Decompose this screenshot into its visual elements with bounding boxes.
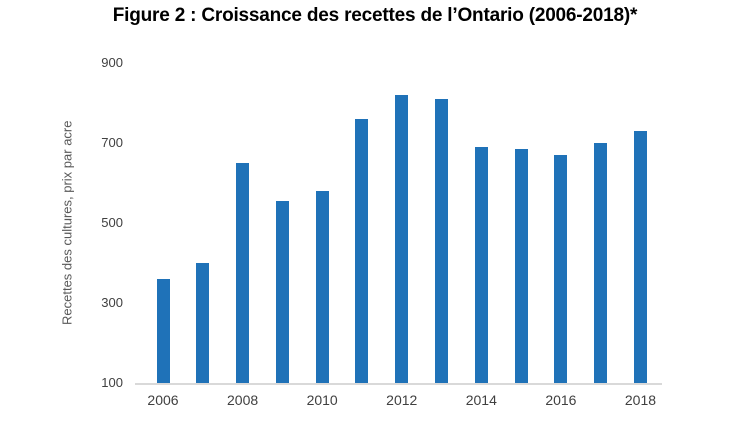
plot-area: 2006 2008 2010 2012 2014 2016 2018: [135, 63, 662, 408]
bar-2012: [395, 95, 409, 383]
y-tick-label-100: 100: [101, 375, 123, 390]
x-tick-label-2012: 2012: [386, 392, 418, 408]
y-tick-label-900: 900: [101, 55, 123, 70]
y-tick-label-300: 300: [101, 295, 123, 310]
bar-2017: [594, 143, 608, 383]
x-tick-label-2006: 2006: [147, 392, 179, 408]
bar-2009: [275, 201, 289, 383]
x-tick-label-2016: 2016: [545, 392, 577, 408]
bar-2018: [633, 131, 647, 383]
bar-2010: [315, 191, 329, 383]
y-axis-title: Recettes des cultures, prix par acre: [59, 120, 75, 326]
x-tick-label-2018: 2018: [624, 392, 657, 408]
bar-2014: [474, 147, 488, 383]
bar-2006: [156, 279, 170, 383]
x-tick-label-2010: 2010: [306, 392, 338, 408]
bar-2013: [435, 99, 449, 383]
bar-2016: [554, 155, 568, 383]
x-tick-label-2014: 2014: [465, 392, 497, 408]
bar-2007: [196, 263, 210, 383]
x-axis-baseline: [135, 383, 662, 385]
x-tick-label-2008: 2008: [227, 392, 259, 408]
bar-2011: [355, 119, 369, 383]
y-tick-label-700: 700: [101, 135, 123, 150]
bar-2015: [514, 149, 528, 383]
chart-title: Figure 2 : Croissance des recettes de l’…: [112, 5, 638, 26]
y-tick-label-500: 500: [101, 215, 123, 230]
bar-2008: [236, 163, 250, 383]
